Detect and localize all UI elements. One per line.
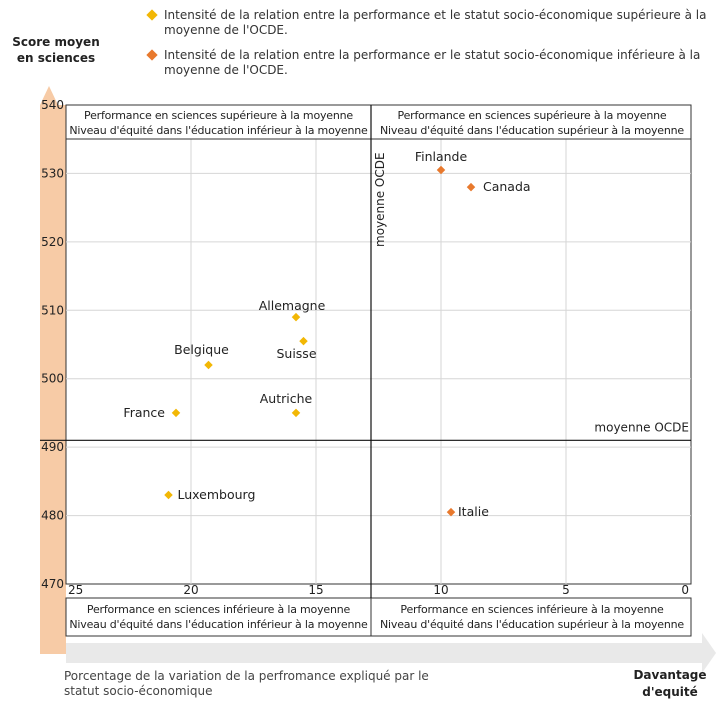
legend-item-below: Intensité de la relation entre la perfor… <box>146 48 708 78</box>
data-label-luxembourg: Luxembourg <box>178 487 256 502</box>
quadrant-bottom-left-line1: Performance en sciences inférieure à la … <box>86 603 351 616</box>
y-arrow-head <box>40 86 58 105</box>
x-tick-label-25: 25 <box>68 583 83 597</box>
y-tick-label-500: 500 <box>41 372 64 386</box>
legend-label-above: Intensité de la relation entre la perfor… <box>164 8 707 37</box>
data-point-allemagne <box>291 312 301 322</box>
quadrant-bottom-right-line1: Performance en sciences inférieure à la … <box>400 603 664 616</box>
y-tick-label-520: 520 <box>41 235 64 249</box>
data-point-suisse <box>299 336 308 346</box>
quadrant-frame-top-left <box>65 104 372 140</box>
x-axis-title: Porcentage de la variation de la perfrom… <box>64 669 429 698</box>
quadrant-bottom-right-line2: Niveau d'équité dans l'éducation supérie… <box>380 618 684 631</box>
data-point-autriche <box>291 408 301 418</box>
y-axis-title-line1: Score moyen <box>12 35 100 49</box>
x-arrow-shaft <box>66 643 702 663</box>
x-tick-label-10: 10 <box>433 583 448 597</box>
y-tick-label-490: 490 <box>41 440 64 454</box>
data-label-autriche: Autriche <box>260 391 313 406</box>
x-tick-label-15: 15 <box>308 583 323 597</box>
quadrant-frame-top-right <box>370 104 692 140</box>
quadrant-box-top-left: Performance en sciences supérieure à la … <box>67 108 370 138</box>
y-axis-title: Score moyen en sciences <box>6 34 106 66</box>
data-label-belgique: Belgique <box>174 342 229 357</box>
quadrant-box-bottom-right: Performance en sciences inférieure à la … <box>374 602 690 632</box>
quadrant-frame-bottom-left <box>65 597 372 637</box>
x-tick-label-20: 20 <box>183 583 198 597</box>
data-point-luxembourg <box>164 490 173 500</box>
legend-label-below: Intensité de la relation entre la perfor… <box>164 48 701 77</box>
data-point-canada <box>466 182 476 192</box>
quadrant-top-right-line1: Performance en sciences supérieure à la … <box>397 109 667 122</box>
oecd-average-vertical-label: moyenne OCDE <box>373 152 387 247</box>
y-tick-label-540: 540 <box>41 98 64 112</box>
data-label-suisse: Suisse <box>276 346 316 361</box>
x-tick-label-0: 0 <box>681 583 689 597</box>
oecd-average-horizontal-label: moyenne OCDE <box>594 420 689 434</box>
x-arrow-head <box>702 633 716 673</box>
data-label-allemagne: Allemagne <box>259 298 326 313</box>
data-label-france: France <box>123 405 165 420</box>
equity-label-line2: d'equité <box>642 685 698 699</box>
quadrant-box-bottom-left: Performance en sciences inférieure à la … <box>67 602 370 632</box>
quadrant-top-right-line2: Niveau d'équité dans l'éducation supérie… <box>380 124 684 137</box>
equity-label-line1: Davantage <box>633 668 707 682</box>
data-point-italie <box>446 507 456 517</box>
y-tick-label-470: 470 <box>41 577 64 591</box>
plot-area <box>65 104 692 585</box>
data-label-italie: Italie <box>458 504 489 519</box>
data-point-finlande <box>436 165 446 175</box>
data-point-belgique <box>204 360 213 370</box>
y-tick-label-510: 510 <box>41 303 64 317</box>
equity-label: Davantage d'equité <box>630 667 710 701</box>
y-tick-label-480: 480 <box>41 509 64 523</box>
data-point-france <box>171 408 181 418</box>
y-tick-label-530: 530 <box>41 166 64 180</box>
data-label-canada: Canada <box>483 179 531 194</box>
x-tick-label-5: 5 <box>562 583 570 597</box>
quadrant-box-top-right: Performance en sciences supérieure à la … <box>374 108 690 138</box>
legend-item-above: Intensité de la relation entre la perfor… <box>146 8 708 38</box>
quadrant-top-left-line2: Niveau d'équité dans l'éducation inférie… <box>69 124 368 137</box>
y-axis-title-line2: en sciences <box>16 51 96 65</box>
quadrant-top-left-line1: Performance en sciences supérieure à la … <box>84 109 353 122</box>
quadrant-frame-bottom-right <box>370 597 692 637</box>
data-label-finlande: Finlande <box>415 149 468 164</box>
quadrant-bottom-left-line2: Niveau d'équité dans l'éducation inférie… <box>69 618 368 631</box>
y-arrow-shaft <box>40 105 66 654</box>
